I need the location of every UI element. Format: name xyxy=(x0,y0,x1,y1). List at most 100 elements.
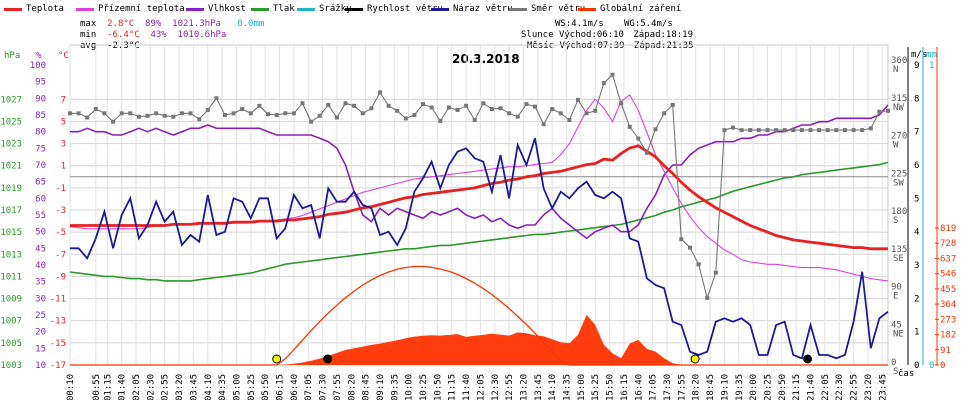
temp-tick-label: -3 xyxy=(55,206,66,216)
wind-direction-point xyxy=(291,111,296,116)
humidity-tick-label: 50 xyxy=(35,228,46,238)
humidity-line xyxy=(70,104,889,240)
wind-direction-point xyxy=(481,101,486,106)
wind-dir-tick-name: S xyxy=(893,216,898,226)
wind-direction-point xyxy=(722,128,727,133)
pressure-tick-label: 1013 xyxy=(0,250,22,260)
x-tick-label: 05:50 xyxy=(261,374,271,400)
radiation-tick-label: 91 xyxy=(940,346,951,356)
wind-direction-point xyxy=(791,128,796,133)
wind-direction-point xyxy=(136,114,141,119)
rain-tick-label: 1 xyxy=(929,61,934,71)
wind-direction-point xyxy=(214,96,219,101)
wind-direction-point xyxy=(231,111,236,116)
wind-direction-point xyxy=(378,90,382,95)
x-tick-label: 03:20 xyxy=(175,374,185,400)
legend-label: Globální záření xyxy=(600,4,682,14)
x-tick-label: 10:25 xyxy=(419,374,429,400)
legend-label: Teplota xyxy=(26,4,64,14)
wind-direction-point xyxy=(799,128,804,133)
x-tick-label: 01:40 xyxy=(118,374,128,400)
humidity-tick-label: 35 xyxy=(35,278,46,288)
stat-max-label: max xyxy=(80,19,97,29)
temperature-line xyxy=(70,144,888,251)
wind-dir-tick-name: W xyxy=(893,141,899,151)
temp-tick-label: -5 xyxy=(55,228,66,238)
x-tick-label: 06:15 xyxy=(276,374,286,400)
wind-speed-tick-label: 9 xyxy=(914,61,919,71)
x-tick-label: 16:15 xyxy=(620,374,630,400)
wind-direction-point xyxy=(705,295,710,300)
x-tick-label: 02:55 xyxy=(161,374,171,400)
sun-row: Slunce Východ:06:10 Západ:18:19 xyxy=(521,30,693,40)
x-tick-label: 16:40 xyxy=(634,374,644,400)
legend-swatch xyxy=(509,7,527,11)
wind-direction-point xyxy=(610,72,615,77)
wind-direction-point xyxy=(679,237,684,242)
wind-direction-point xyxy=(266,112,270,117)
wind-direction-point xyxy=(765,128,770,133)
x-tick-label: 13:20 xyxy=(519,374,529,400)
wind-direction-point xyxy=(601,81,606,86)
humidity-tick-label: 90 xyxy=(35,94,46,104)
stat-min-temp: -6.4°C xyxy=(107,30,140,40)
wind-direction-point xyxy=(395,108,400,113)
legend-label: Náraz větru xyxy=(453,4,513,14)
wind-dir-tick-value: 315 xyxy=(891,94,907,104)
moon-rise: Východ:07:39 xyxy=(559,41,625,51)
pressure-tick-label: 1007 xyxy=(0,317,22,327)
stat-max-press: 1021.3hPa xyxy=(172,19,221,29)
wind-direction-point xyxy=(283,111,288,116)
wind-speed-tick-label: 3 xyxy=(914,261,919,271)
x-tick-label: 00:55 xyxy=(92,374,102,400)
wind-dir-tick-name: SW xyxy=(893,178,904,188)
x-tick-label: 03:45 xyxy=(189,374,199,400)
wind-direction-point xyxy=(162,113,167,118)
x-tick-label: 09:35 xyxy=(390,374,400,400)
wind-direction-point xyxy=(369,106,374,111)
wind-direction-point xyxy=(205,108,210,112)
legend-item: Přízemní teplota xyxy=(76,4,185,14)
sun-moon-marker xyxy=(272,354,282,364)
stat-max-row: max 2.8°C 89% 1021.3hPa 0.0mm xyxy=(80,19,264,29)
x-tick-label: 17:30 xyxy=(663,374,673,400)
stat-min-row: min -6.4°C 43% 1010.6hPa xyxy=(80,30,226,40)
wind-direction-point xyxy=(515,114,520,119)
radiation-tick-label: 364 xyxy=(940,300,956,310)
x-tick-label: 14:35 xyxy=(563,374,573,400)
wind-direction-point xyxy=(455,108,460,112)
humidity-tick-label: 80 xyxy=(35,128,46,138)
wind-direction-point xyxy=(438,118,443,123)
humidity-tick-label: 15 xyxy=(35,344,46,354)
stat-min-press: 1010.6hPa xyxy=(177,30,227,40)
wind-dir-tick-value: 360 xyxy=(891,56,907,66)
x-tick-label: 09:10 xyxy=(376,374,386,400)
temp-tick-label: -15 xyxy=(50,339,66,349)
x-tick-label: 17:55 xyxy=(677,374,687,400)
wind-direction-point xyxy=(739,128,744,133)
humidity-tick-label: 65 xyxy=(35,178,46,188)
wind-direction-point xyxy=(756,128,761,133)
wind-direction-point xyxy=(670,102,675,107)
wind-direction-point xyxy=(731,125,735,130)
wind-direction-point xyxy=(696,262,701,267)
wind-direction-point xyxy=(76,111,81,116)
pressure-tick-label: 1015 xyxy=(0,228,22,238)
plot-frame xyxy=(69,44,889,366)
wind-direction-point xyxy=(111,119,116,124)
x-tick-label: 01:15 xyxy=(103,374,113,400)
legend-item: Teplota xyxy=(4,4,64,14)
wind-dir-tick-value: 45 xyxy=(891,320,902,330)
sun-rise: Východ:06:10 xyxy=(558,30,624,40)
wind-direction-point xyxy=(197,117,202,122)
x-tick-label: 08:20 xyxy=(347,374,357,400)
wind-direction-point xyxy=(128,111,133,116)
legend-label: Srážky xyxy=(319,4,352,14)
stat-min-label: min xyxy=(80,30,97,40)
stat-avg-row: avg -2.3°C xyxy=(80,41,140,51)
x-tick-label: 20:00 xyxy=(749,374,759,400)
x-tick-label: 21:15 xyxy=(792,374,802,400)
legend-item: Směr větru xyxy=(509,4,585,14)
wind-direction-point xyxy=(257,103,262,108)
temp-tick-label: -11 xyxy=(50,295,66,305)
